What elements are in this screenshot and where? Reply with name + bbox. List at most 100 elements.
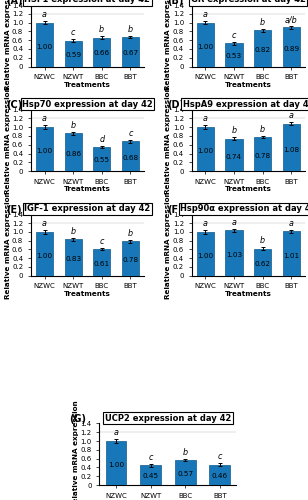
Text: a: a bbox=[42, 114, 47, 124]
Bar bbox=[122, 242, 139, 276]
Text: a: a bbox=[232, 218, 237, 227]
Text: a: a bbox=[289, 111, 294, 120]
Bar bbox=[254, 137, 271, 171]
Text: c: c bbox=[71, 28, 75, 38]
Bar bbox=[65, 40, 82, 66]
Text: 0.55: 0.55 bbox=[94, 158, 110, 164]
Bar bbox=[93, 147, 110, 171]
X-axis label: Treatments: Treatments bbox=[225, 186, 272, 192]
Title: GR expression at day 42: GR expression at day 42 bbox=[191, 0, 306, 4]
Text: 0.62: 0.62 bbox=[254, 260, 271, 266]
Text: 0.66: 0.66 bbox=[94, 50, 110, 56]
Text: 0.61: 0.61 bbox=[94, 260, 110, 266]
Title: Hsp90α expression at day 42: Hsp90α expression at day 42 bbox=[180, 204, 308, 214]
Text: (B): (B) bbox=[167, 0, 183, 6]
Text: 0.74: 0.74 bbox=[226, 154, 242, 160]
Bar bbox=[197, 22, 214, 66]
Text: a: a bbox=[114, 428, 118, 437]
Bar bbox=[254, 30, 271, 66]
Title: IGF-1 expression at day 42: IGF-1 expression at day 42 bbox=[24, 204, 151, 214]
Text: 1.03: 1.03 bbox=[226, 252, 242, 258]
Text: (E): (E) bbox=[6, 205, 22, 215]
Bar bbox=[36, 232, 53, 276]
Text: 0.67: 0.67 bbox=[122, 50, 138, 56]
Text: 0.89: 0.89 bbox=[283, 46, 299, 52]
Text: b: b bbox=[183, 448, 188, 456]
Text: b: b bbox=[260, 236, 265, 245]
Text: (G): (G) bbox=[69, 414, 86, 424]
Y-axis label: Relative mRNA expression: Relative mRNA expression bbox=[165, 0, 171, 90]
Bar bbox=[36, 22, 53, 66]
X-axis label: Treatments: Treatments bbox=[64, 291, 111, 297]
Text: a: a bbox=[42, 10, 47, 19]
Y-axis label: Relative mRNA expression: Relative mRNA expression bbox=[73, 400, 79, 500]
Text: b: b bbox=[128, 229, 133, 238]
X-axis label: Treatments: Treatments bbox=[64, 82, 111, 87]
Title: UCP2 expression at day 42: UCP2 expression at day 42 bbox=[105, 414, 231, 422]
Text: c: c bbox=[217, 452, 222, 462]
Bar bbox=[93, 249, 110, 276]
Text: 1.00: 1.00 bbox=[197, 148, 213, 154]
Title: HSF1 expression at day 42: HSF1 expression at day 42 bbox=[25, 0, 150, 4]
Text: b: b bbox=[260, 18, 265, 27]
Text: a: a bbox=[203, 219, 208, 228]
Title: Hsp70 expression at day 42: Hsp70 expression at day 42 bbox=[22, 100, 153, 109]
Text: c: c bbox=[232, 31, 236, 40]
Text: a: a bbox=[42, 219, 47, 228]
Bar bbox=[283, 124, 300, 171]
Y-axis label: Relative mRNA expression: Relative mRNA expression bbox=[165, 191, 171, 299]
Text: 1.00: 1.00 bbox=[108, 462, 124, 468]
Bar bbox=[197, 127, 214, 171]
Y-axis label: Relative mRNA expression: Relative mRNA expression bbox=[5, 0, 10, 90]
Text: (A): (A) bbox=[6, 0, 22, 6]
Title: HspA9 expression at day 42: HspA9 expression at day 42 bbox=[183, 100, 308, 109]
Text: 1.00: 1.00 bbox=[36, 148, 53, 154]
X-axis label: Treatments: Treatments bbox=[225, 82, 272, 87]
X-axis label: Treatments: Treatments bbox=[64, 186, 111, 192]
Text: 1.00: 1.00 bbox=[197, 44, 213, 50]
Text: 0.78: 0.78 bbox=[122, 258, 138, 264]
Text: b: b bbox=[231, 126, 237, 136]
Bar bbox=[254, 248, 271, 276]
Bar bbox=[122, 37, 139, 66]
Text: a: a bbox=[203, 114, 208, 124]
X-axis label: Treatments: Treatments bbox=[225, 291, 272, 297]
Text: 1.01: 1.01 bbox=[283, 253, 299, 259]
Text: 1.08: 1.08 bbox=[283, 147, 299, 153]
Bar bbox=[122, 142, 139, 171]
Text: (F): (F) bbox=[167, 205, 182, 215]
Text: b: b bbox=[71, 227, 76, 236]
Y-axis label: Relative mRNA expression: Relative mRNA expression bbox=[5, 191, 10, 299]
Text: c: c bbox=[148, 453, 153, 462]
Bar bbox=[175, 460, 196, 485]
Bar bbox=[65, 134, 82, 171]
Text: 0.82: 0.82 bbox=[254, 48, 271, 54]
Y-axis label: Relative mRNA expression: Relative mRNA expression bbox=[165, 86, 171, 194]
Bar bbox=[225, 43, 243, 66]
Text: b: b bbox=[128, 25, 133, 34]
Text: a/b: a/b bbox=[285, 15, 298, 24]
Text: 1.00: 1.00 bbox=[36, 253, 53, 259]
Text: a: a bbox=[289, 218, 294, 228]
Bar bbox=[283, 28, 300, 66]
Text: c: c bbox=[99, 236, 104, 246]
Text: 1.00: 1.00 bbox=[197, 253, 213, 259]
Text: 0.45: 0.45 bbox=[143, 473, 159, 479]
Text: 0.53: 0.53 bbox=[226, 53, 242, 59]
Text: 0.83: 0.83 bbox=[65, 256, 81, 262]
Text: 0.46: 0.46 bbox=[212, 473, 228, 479]
Text: 0.78: 0.78 bbox=[254, 152, 271, 158]
Text: 0.57: 0.57 bbox=[177, 470, 193, 476]
Bar bbox=[197, 232, 214, 276]
Bar bbox=[283, 232, 300, 276]
Text: a: a bbox=[203, 10, 208, 19]
Text: 0.86: 0.86 bbox=[65, 151, 81, 157]
Text: b: b bbox=[71, 121, 76, 130]
Bar bbox=[209, 465, 230, 485]
Text: 0.59: 0.59 bbox=[65, 52, 81, 58]
Text: b: b bbox=[260, 124, 265, 134]
Text: 0.68: 0.68 bbox=[122, 154, 138, 160]
Text: c: c bbox=[128, 129, 132, 138]
Text: 1.00: 1.00 bbox=[36, 44, 53, 50]
Text: (C): (C) bbox=[6, 100, 22, 110]
